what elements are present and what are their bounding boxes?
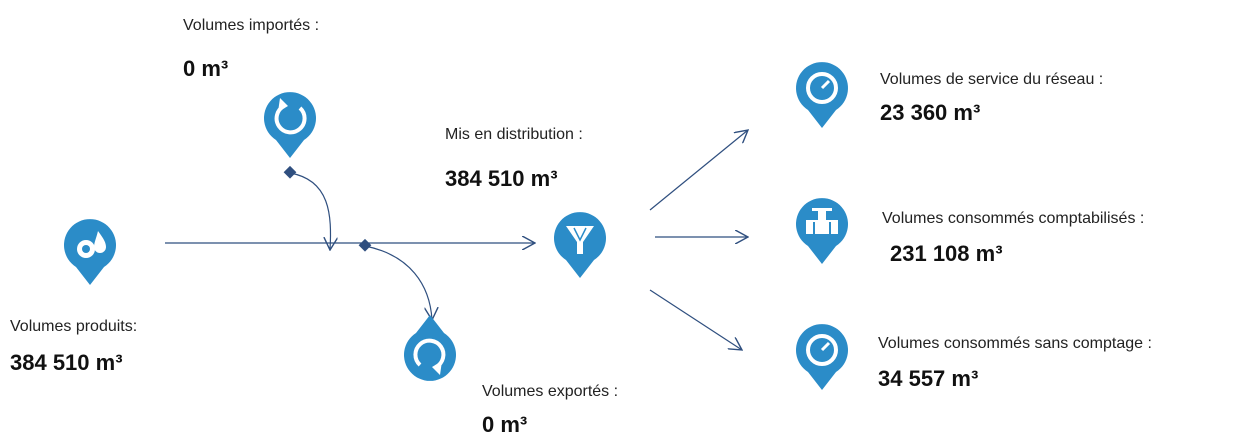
node-value: 384 510 m³ xyxy=(445,166,558,191)
node-value: 0 m³ xyxy=(183,56,228,81)
node-value: 0 m³ xyxy=(482,412,527,434)
unmetered-arrow xyxy=(649,289,742,350)
node-label: Mis en distribution : xyxy=(445,126,583,143)
node-label: Volumes exportés : xyxy=(482,383,618,400)
diamond xyxy=(283,165,297,179)
metered-icon xyxy=(796,198,848,264)
import-icon xyxy=(264,92,316,159)
node-label: Volumes consommés sans comptage : xyxy=(878,335,1152,352)
node-label: Volumes importés : xyxy=(183,17,319,34)
node-label: Volumes consommés comptabilisés : xyxy=(882,210,1144,227)
export-arrow xyxy=(364,245,432,320)
import-arrow xyxy=(289,172,331,250)
unmetered-icon xyxy=(796,324,848,390)
service-icon xyxy=(796,62,848,129)
node-value: 23 360 m³ xyxy=(880,100,980,125)
node-label: Volumes produits: xyxy=(10,318,137,335)
node-value: 384 510 m³ xyxy=(10,350,123,375)
distribution-icon xyxy=(554,212,606,278)
node-label: Volumes de service du réseau : xyxy=(880,71,1103,88)
service-arrow xyxy=(649,130,748,211)
production-icon xyxy=(64,219,116,285)
node-value: 34 557 m³ xyxy=(878,366,978,391)
diamond xyxy=(358,238,372,252)
node-value: 231 108 m³ xyxy=(890,241,1003,266)
connectors xyxy=(165,130,748,350)
export-icon xyxy=(404,315,456,381)
